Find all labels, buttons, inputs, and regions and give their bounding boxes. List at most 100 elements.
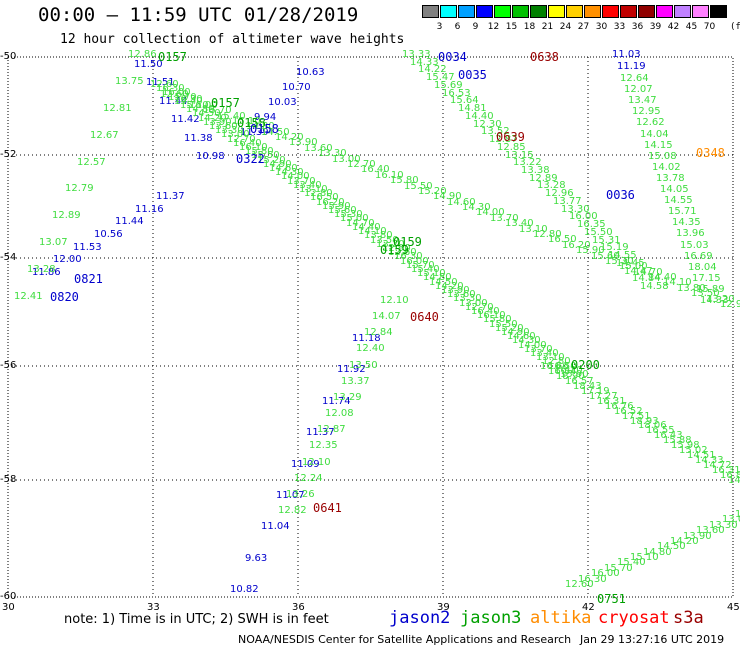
wave-height-value: 14.80 [186, 104, 215, 115]
wave-height-value: 17.27 [589, 391, 618, 402]
credit-line: NOAA/NESDIS Center for Satellite Applica… [238, 633, 572, 646]
longitude-label: 30 [2, 602, 15, 613]
wave-height-value: 12.10 [302, 457, 331, 468]
wave-height-value: 13.50 [691, 288, 720, 299]
wave-height-value: 14.55 [664, 195, 693, 206]
wave-height-value: 14.90 [263, 159, 292, 170]
wave-height-value: 16.52 [614, 406, 643, 417]
wave-height-value: 15.40 [174, 96, 203, 107]
wave-height-value: 15.20 [418, 186, 447, 197]
wave-height-value: 13.90 [203, 117, 232, 128]
scale-label: 12 [487, 22, 500, 32]
wave-height-value: 16.30 [578, 574, 607, 585]
pass-time-tag: 0639 [496, 130, 525, 144]
wave-height-value: 12.82 [278, 505, 307, 516]
wave-height-value: 12.89 [52, 210, 81, 221]
wave-height-value: 14.51 [687, 450, 716, 461]
wave-height-value: 13.50 [370, 235, 399, 246]
wave-height-value: 14.04 [640, 129, 669, 140]
wave-height-value: 14.70 [346, 218, 375, 229]
wave-height-value: 11.53 [73, 242, 102, 253]
latitude-label: -58 [0, 474, 17, 485]
wave-height-value: 10.70 [282, 82, 311, 93]
wave-height-value: 15.70 [406, 260, 435, 271]
wave-height-value: 14.60 [269, 163, 298, 174]
scale-swatch [584, 5, 601, 18]
wave-height-value: 15.08 [648, 151, 677, 162]
wave-height-value: 12.90 [720, 299, 740, 310]
wave-height-value: 16.35 [577, 219, 606, 230]
wave-height-value: 14.35 [672, 217, 701, 228]
wave-height-value: 15.02 [679, 445, 708, 456]
wave-height-value: 16.69 [684, 251, 713, 262]
wave-height-value: 12.70 [465, 302, 494, 313]
wave-height-value: 15.69 [434, 80, 463, 91]
wave-height-value: 11.38 [184, 133, 213, 144]
pass-time-tag: 0751 [597, 592, 626, 606]
wave-height-value: 12.60 [388, 247, 417, 258]
wave-height-value: 13.77 [553, 196, 582, 207]
wave-height-value: 13.60 [447, 289, 476, 300]
wave-height-value: 15.71 [668, 206, 697, 217]
wave-height-value: 12.30 [473, 119, 502, 130]
wave-height-value: 12.80 [533, 229, 562, 240]
wave-height-value: 16.10 [477, 310, 506, 321]
wave-height-value: 13.75 [115, 76, 144, 87]
wave-height-value: 11.04 [261, 521, 290, 532]
scale-swatch [476, 5, 493, 18]
wave-height-value: 16.40 [361, 164, 390, 175]
wave-height-value: 14.33 [695, 455, 724, 466]
wave-height-value: 12.60 [160, 89, 189, 100]
scale-label: 21 [541, 22, 554, 32]
latitude-label: -52 [0, 149, 17, 160]
wave-height-value: 15.47 [426, 72, 455, 83]
wave-height-value: 16.30 [156, 83, 185, 94]
wave-height-value: 13.40 [293, 180, 322, 191]
pass-time-tag: 0322 [236, 152, 265, 166]
wave-height-value: 13.20 [376, 239, 405, 250]
wave-height-value: 13.90 [441, 285, 470, 296]
pass-time-tag: 0159 [393, 235, 422, 249]
pass-time-tag: 0820 [50, 290, 79, 304]
wave-height-value: 11.44 [159, 96, 188, 107]
wave-height-value: 13.52 [481, 126, 510, 137]
wave-height-value: 16.00 [189, 100, 218, 111]
wave-height-value: 16.40 [233, 138, 262, 149]
wave-height-value: 12.10 [380, 295, 409, 306]
wave-height-value: 16.43 [654, 430, 683, 441]
wave-height-value: 14.15 [644, 140, 673, 151]
wave-height-value: 13.70 [287, 176, 316, 187]
legend-s3a: s3a [673, 608, 704, 628]
wave-height-value: 13.30 [561, 204, 590, 215]
pass-time-tag: 0034 [438, 50, 467, 64]
legend-altika: altika [530, 608, 592, 628]
wave-height-value: 13.70 [490, 213, 519, 224]
wave-height-value: 15.10 [417, 268, 446, 279]
latitude-label: -56 [0, 360, 17, 371]
wave-height-value: 14.47 [624, 266, 653, 277]
scale-swatch [638, 5, 655, 18]
wave-height-value: 11.44 [115, 216, 144, 227]
wave-height-value: 15.40 [411, 264, 440, 275]
wave-height-value: 15.20 [495, 323, 524, 334]
wave-height-value: 13.28 [27, 264, 56, 275]
wave-height-value: 13.07 [39, 237, 68, 248]
scale-units: (ft) [730, 22, 740, 32]
scale-label: 39 [649, 22, 662, 32]
scale-label: 27 [577, 22, 590, 32]
wave-height-value: 16.30 [174, 94, 203, 105]
wave-height-value: 15.80 [390, 175, 419, 186]
wave-height-value: 14.00 [281, 171, 310, 182]
wave-height-value: 13.78 [656, 173, 685, 184]
wave-height-value: 15.90 [576, 245, 605, 256]
lat-lon-grid [7, 56, 734, 598]
wave-height-value: 12.80 [542, 356, 571, 367]
wave-height-value: 12.41 [14, 291, 43, 302]
wave-height-value: 15.19 [600, 242, 629, 253]
scale-label: 3 [436, 22, 443, 32]
wave-height-value: 12.80 [304, 188, 333, 199]
wave-height-value: 16.00 [569, 211, 598, 222]
longitude-label: 42 [582, 602, 595, 613]
wave-height-value: 11.92 [337, 364, 366, 375]
wave-height-value: 12.64 [620, 73, 649, 84]
